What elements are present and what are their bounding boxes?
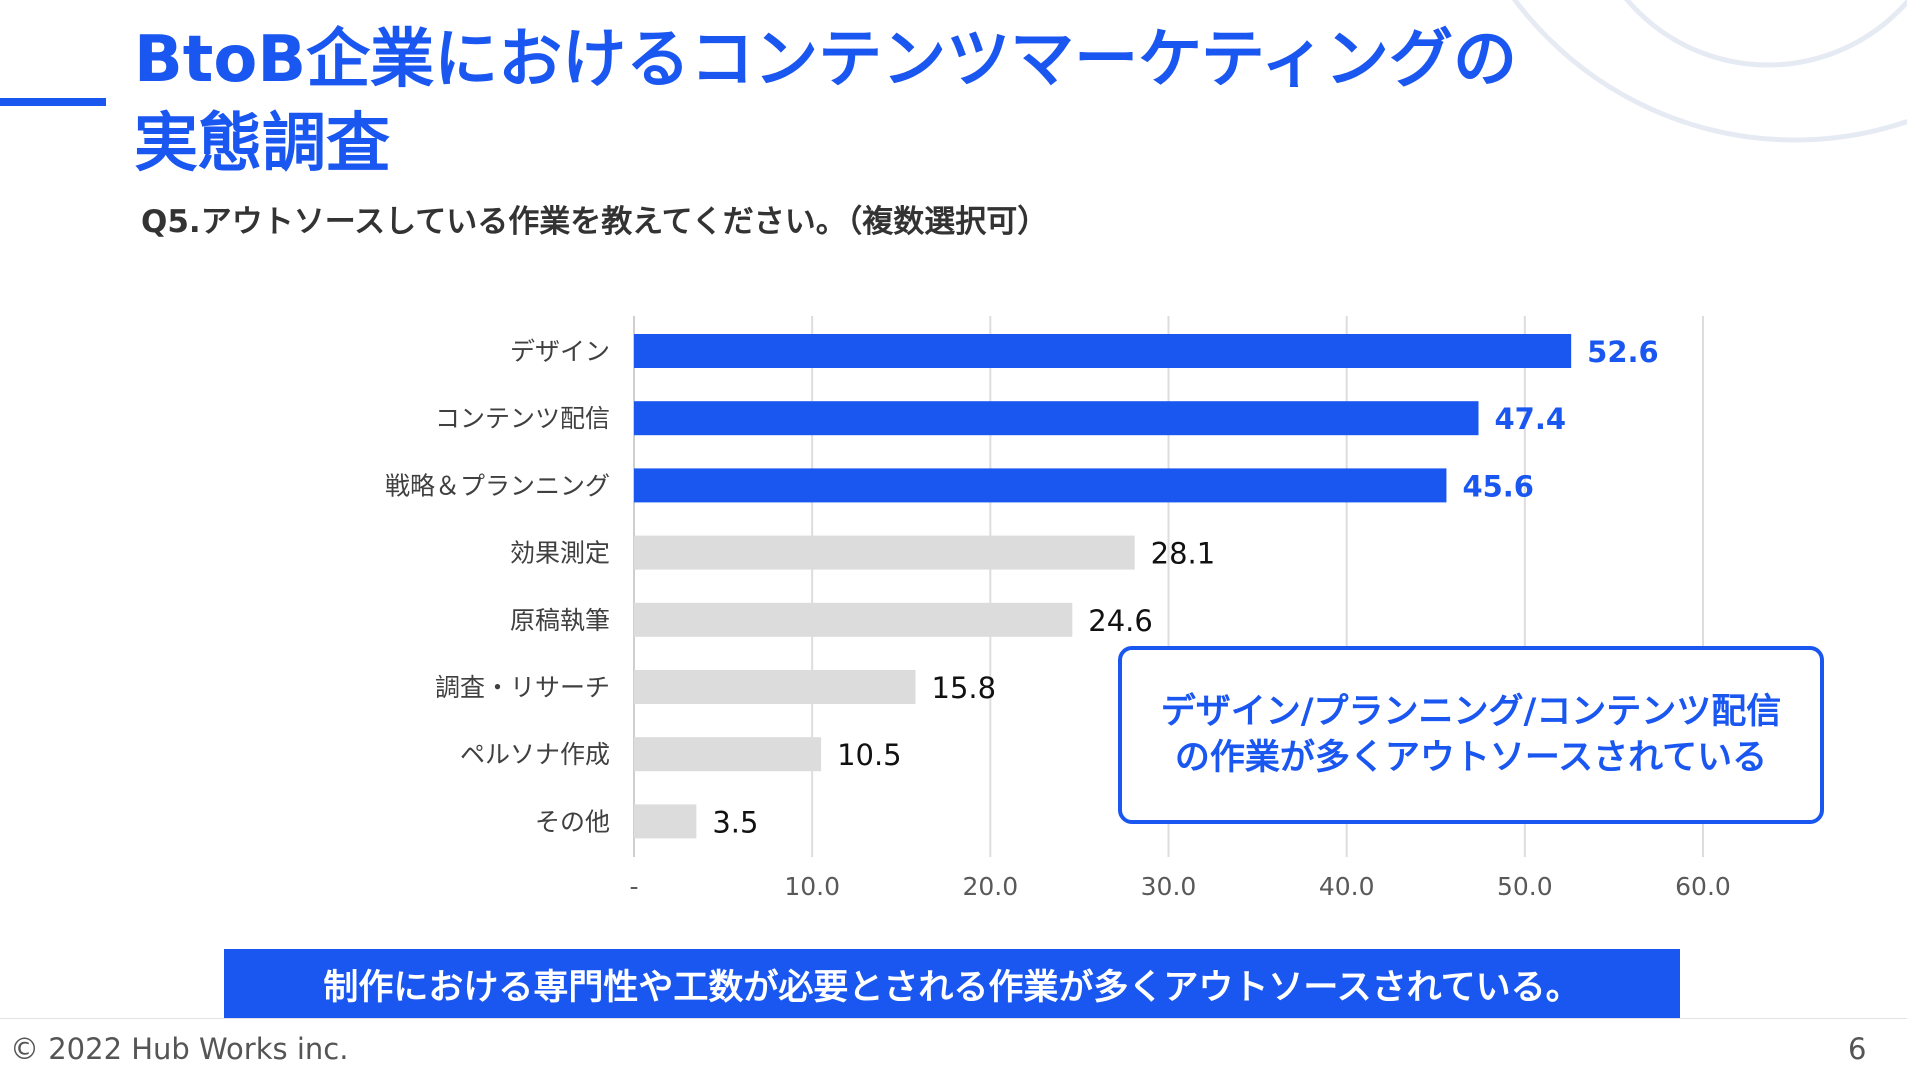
title-accent-line <box>0 98 106 106</box>
x-tick-label: - <box>629 872 638 901</box>
summary-banner-text: 制作における専門性や工数が必要とされる作業が多くアウトソースされている。 <box>323 967 1581 1008</box>
deco-circle-small <box>1623 0 1907 68</box>
category-label: 調査・リサーチ <box>435 673 610 702</box>
bar <box>634 670 916 704</box>
x-tick-label: 60.0 <box>1675 872 1731 901</box>
category-label: 戦略＆プランニング <box>385 471 610 500</box>
category-label: 原稿執筆 <box>510 606 610 635</box>
x-tick-label: 40.0 <box>1319 872 1375 901</box>
bar <box>634 602 1073 637</box>
deco-circle-large <box>1512 0 1907 143</box>
callout-line-1: デザイン/プランニング/コンテンツ配信 <box>1160 692 1782 732</box>
summary-banner: 制作における専門性や工数が必要とされる作業が多くアウトソースされている。 <box>224 949 1680 1019</box>
x-tick-label: 20.0 <box>962 872 1018 901</box>
callout-box: デザイン/プランニング/コンテンツ配信 の作業が多くアウトソースされている <box>1118 646 1824 824</box>
footer-divider <box>0 1018 1907 1019</box>
copyright-text: © 2022 Hub Works inc. <box>10 1032 349 1066</box>
bar <box>634 468 1447 503</box>
value-label: 24.6 <box>1088 604 1153 638</box>
value-label: 15.8 <box>932 671 997 705</box>
category-label: 効果測定 <box>510 539 610 568</box>
value-label: 10.5 <box>837 738 902 772</box>
slide-title-line-1: BtoB企業におけるコンテンツマーケティングの <box>134 23 1518 97</box>
value-label: 52.6 <box>1587 335 1659 369</box>
callout-line-2: の作業が多くアウトソースされている <box>1174 738 1768 778</box>
category-label: デザイン <box>510 337 610 366</box>
value-label: 47.4 <box>1495 402 1567 436</box>
slide-title: BtoB企業におけるコンテンツマーケティングの 実態調査 <box>134 18 1517 186</box>
value-label: 3.5 <box>712 805 758 839</box>
bar <box>634 401 1479 436</box>
question-text: Q5.アウトソースしている作業を教えてください。（複数選択可） <box>141 204 1049 240</box>
bar <box>634 535 1135 570</box>
x-tick-label: 30.0 <box>1141 872 1197 901</box>
category-label: コンテンツ配信 <box>435 404 610 433</box>
bar <box>634 334 1572 368</box>
value-label: 28.1 <box>1151 537 1216 571</box>
page-number: 6 <box>1848 1032 1867 1066</box>
category-label: その他 <box>535 807 610 836</box>
bar <box>634 804 697 839</box>
slide-title-line-2: 実態調査 <box>134 107 390 181</box>
value-label: 45.6 <box>1462 469 1534 503</box>
bar <box>634 737 822 772</box>
x-tick-label: 10.0 <box>784 872 840 901</box>
category-label: ペルソナ作成 <box>460 740 610 769</box>
x-tick-label: 50.0 <box>1497 872 1553 901</box>
